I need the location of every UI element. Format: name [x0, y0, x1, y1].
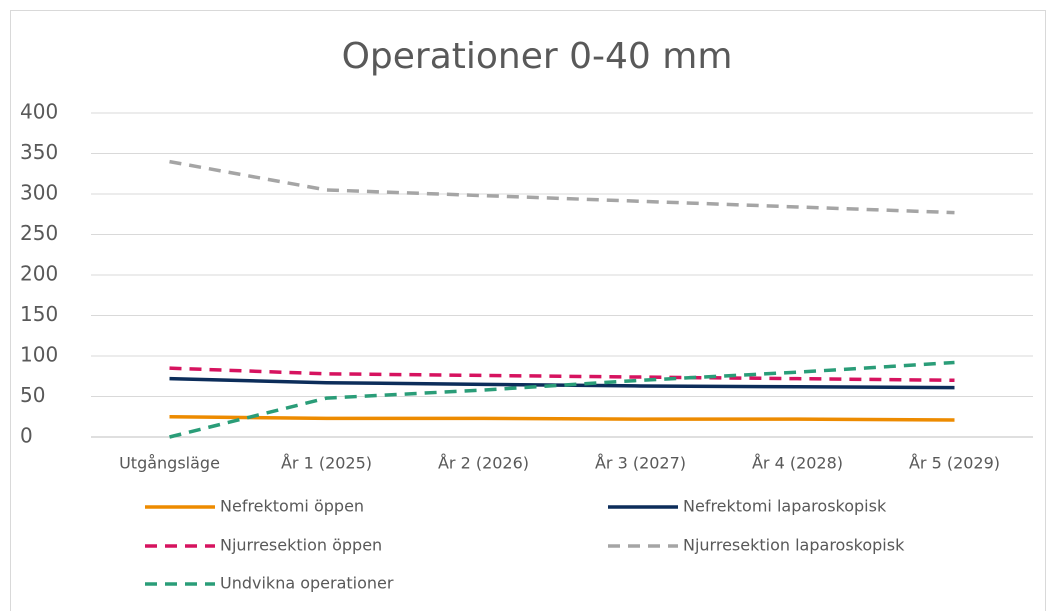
y-tick-label: 200 — [20, 262, 58, 286]
x-tick-label: År 5 (2029) — [909, 454, 1000, 473]
legend-label: Njurresektion öppen — [220, 536, 382, 555]
y-tick-label: 0 — [20, 424, 33, 448]
x-tick-label: År 1 (2025) — [281, 454, 372, 473]
series-line — [169, 376, 955, 390]
legend-label: Njurresektion laparoskopisk — [683, 536, 905, 555]
x-tick-label: År 4 (2028) — [752, 454, 843, 473]
y-tick-label: 300 — [20, 181, 58, 205]
y-tick-label: 400 — [20, 100, 58, 124]
legend-label: Undvikna operationer — [220, 574, 394, 593]
chart-title: Operationer 0-40 mm — [342, 36, 733, 77]
legend-label: Nefrektomi öppen — [220, 497, 364, 516]
chart-frame — [10, 10, 1046, 615]
y-tick-label: 150 — [20, 302, 58, 326]
series-line — [169, 415, 955, 422]
legend-label: Nefrektomi laparoskopisk — [683, 497, 887, 516]
x-tick-label: År 2 (2026) — [438, 454, 529, 473]
y-tick-label: 350 — [20, 140, 58, 164]
y-tick-label: 100 — [20, 343, 58, 367]
y-tick-label: 50 — [20, 383, 45, 407]
series-line — [169, 366, 955, 383]
y-tick-label: 250 — [20, 221, 58, 245]
x-tick-label: Utgångsläge — [119, 454, 220, 473]
x-tick-label: År 3 (2027) — [595, 454, 686, 473]
